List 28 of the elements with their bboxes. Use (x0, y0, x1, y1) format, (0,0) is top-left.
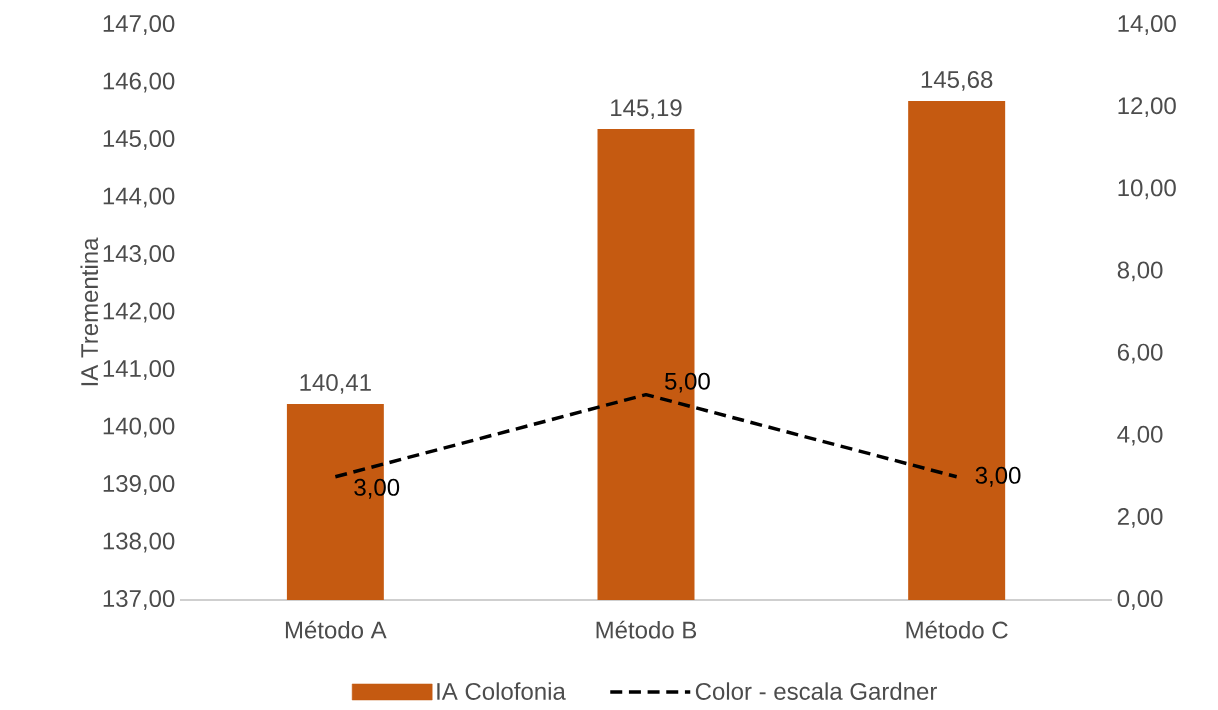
y2-tick-label: 14,00 (1118, 15, 1176, 35)
y-tick-label: 139,00 (103, 475, 175, 495)
y2-tick-label: 8,00 (1117, 261, 1163, 282)
data-label: 145,19 (611, 99, 682, 120)
legend-label: IA Colofonia (437, 682, 566, 700)
y-tick-label: 144,00 (103, 187, 175, 208)
y-tick-label: 146,00 (103, 72, 175, 93)
y-axis-title: IA Trementina (80, 237, 99, 386)
x-tick-label: Método C (906, 620, 1008, 639)
x-tick-label: Método A (285, 620, 387, 639)
y2-tick-label: 12,00 (1118, 97, 1176, 118)
data-label: 140,41 (300, 374, 371, 394)
x-tick-label: Método B (596, 620, 697, 639)
y2-tick-label: 10,00 (1118, 179, 1176, 200)
y-tick-label: 138,00 (103, 532, 175, 553)
y-tick-label: 141,00 (103, 360, 175, 380)
legend-label: Color - escala Gardner (695, 682, 937, 700)
y-tick-label: 147,00 (103, 15, 175, 35)
data-label: 145,68 (921, 71, 993, 91)
y2-tick-label: 0,00 (1117, 590, 1163, 610)
y-tick-label: 140,00 (103, 417, 175, 438)
y-tick-label: 143,00 (103, 245, 175, 265)
y2-tick-label: 6,00 (1117, 343, 1163, 364)
y-tick-label: 142,00 (103, 302, 175, 323)
y2-tick-label: 4,00 (1117, 425, 1163, 446)
y-tick-label: 137,00 (103, 590, 175, 610)
y-tick-label: 145,00 (103, 130, 175, 150)
y2-tick-label: 2,00 (1117, 507, 1163, 528)
